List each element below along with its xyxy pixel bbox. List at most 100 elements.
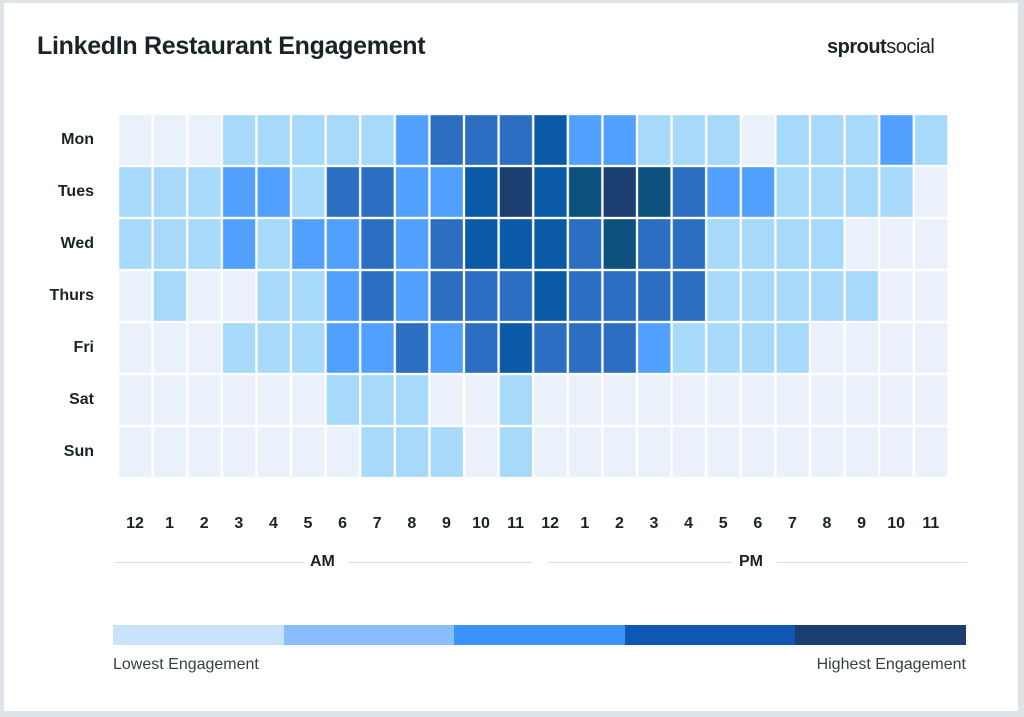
heatmap-cell-wed-0 (118, 218, 153, 270)
heatmap-cell-fri-0 (118, 322, 153, 374)
heatmap-cell-sun-1 (153, 426, 187, 478)
heatmap-cell-fri-16 (672, 322, 706, 374)
heatmap-cell-sun-14 (602, 426, 637, 478)
heatmap-cell-sun-12 (533, 426, 568, 478)
hour-label-3: 3 (234, 515, 244, 532)
heatmap-cell-thurs-13 (568, 270, 602, 322)
heatmap-cell-wed-3 (222, 218, 256, 270)
heatmap-cell-fri-10 (464, 322, 499, 374)
heatmap-cell-fri-4 (256, 322, 291, 374)
heatmap-cell-tues-16 (672, 166, 706, 218)
am-divider-left (114, 562, 304, 563)
legend-swatch-0 (113, 625, 284, 645)
heatmap-cell-fri-19 (775, 322, 810, 374)
hour-label-7: 7 (372, 515, 382, 532)
heatmap-cell-tues-2 (187, 166, 222, 218)
heatmap-cell-fri-14 (602, 322, 637, 374)
heatmap-cell-mon-8 (395, 114, 429, 166)
heatmap-cell-wed-8 (395, 218, 429, 270)
legend-color-scale (113, 625, 966, 645)
heatmap-cell-sun-0 (118, 426, 153, 478)
hour-label-20: 8 (822, 515, 832, 532)
pm-label: PM (733, 553, 769, 571)
day-label-tues: Tues (57, 183, 94, 200)
hour-label-13: 1 (580, 515, 590, 532)
heatmap-cell-tues-13 (568, 166, 602, 218)
heatmap-cell-thurs-11 (499, 270, 533, 322)
heatmap-cell-tues-14 (602, 166, 637, 218)
heatmap-cell-fri-22 (879, 322, 914, 374)
brand-logo-bold: sprout (827, 36, 887, 58)
heatmap-cell-mon-14 (602, 114, 637, 166)
heatmap-cell-sun-18 (741, 426, 775, 478)
heatmap-cell-mon-16 (672, 114, 706, 166)
heatmap-cell-sat-22 (879, 374, 914, 426)
heatmap-cell-thurs-4 (256, 270, 291, 322)
heatmap-cell-tues-23 (914, 166, 948, 218)
heatmap-cell-sat-12 (533, 374, 568, 426)
heatmap-cell-sun-17 (706, 426, 741, 478)
heatmap-cell-fri-5 (291, 322, 326, 374)
heatmap-cell-sun-8 (395, 426, 429, 478)
heatmap-cell-wed-12 (533, 218, 568, 270)
heatmap-cell-thurs-14 (602, 270, 637, 322)
legend-swatch-2 (454, 625, 625, 645)
heatmap-cell-wed-19 (775, 218, 810, 270)
heatmap-cell-thurs-9 (429, 270, 464, 322)
heatmap-cell-sun-19 (775, 426, 810, 478)
heatmap-cell-tues-22 (879, 166, 914, 218)
hour-label-5: 5 (303, 515, 313, 532)
heatmap-cell-thurs-17 (706, 270, 741, 322)
legend-swatch-1 (283, 625, 455, 645)
heatmap-cell-sat-14 (602, 374, 637, 426)
heatmap-cell-thurs-19 (775, 270, 810, 322)
heatmap-cell-tues-3 (222, 166, 256, 218)
heatmap-cell-wed-22 (879, 218, 914, 270)
heatmap-cell-wed-21 (845, 218, 879, 270)
heatmap-cell-fri-8 (395, 322, 429, 374)
heatmap-cell-wed-13 (568, 218, 602, 270)
heatmap-cell-tues-10 (464, 166, 499, 218)
heatmap-cell-sat-18 (741, 374, 775, 426)
hour-label-22: 10 (887, 515, 906, 532)
chart-title: LinkedIn Restaurant Engagement (37, 32, 426, 60)
heatmap-cell-sat-4 (256, 374, 291, 426)
legend-high-label: Highest Engagement (816, 656, 966, 673)
heatmap-cell-sun-2 (187, 426, 222, 478)
hour-label-14: 2 (614, 515, 624, 532)
heatmap-cell-mon-23 (914, 114, 948, 166)
heatmap-cell-mon-1 (153, 114, 187, 166)
day-label-mon: Mon (61, 131, 94, 148)
heatmap-cell-fri-1 (153, 322, 187, 374)
heatmap-cell-thurs-21 (845, 270, 879, 322)
heatmap-cell-sat-15 (637, 374, 672, 426)
heatmap-cell-mon-17 (706, 114, 741, 166)
heatmap-cell-mon-19 (775, 114, 810, 166)
hour-label-12: 12 (541, 515, 560, 532)
heatmap-cell-sun-13 (568, 426, 602, 478)
hour-label-18: 6 (753, 515, 763, 532)
heatmap-cell-fri-12 (533, 322, 568, 374)
heatmap-cell-mon-5 (291, 114, 326, 166)
heatmap-cell-fri-17 (706, 322, 741, 374)
heatmap-cell-wed-9 (429, 218, 464, 270)
heatmap-cell-sun-9 (429, 426, 464, 478)
heatmap-cell-mon-20 (810, 114, 845, 166)
heatmap-cell-sat-8 (395, 374, 429, 426)
heatmap-cell-sun-4 (256, 426, 291, 478)
heatmap-cell-sat-13 (568, 374, 602, 426)
heatmap-cell-sun-15 (637, 426, 672, 478)
heatmap-cell-mon-2 (187, 114, 222, 166)
heatmap-cell-tues-0 (118, 166, 153, 218)
heatmap-cell-sat-6 (326, 374, 360, 426)
heatmap-cell-fri-13 (568, 322, 602, 374)
heatmap-cell-wed-10 (464, 218, 499, 270)
heatmap-cell-thurs-0 (118, 270, 153, 322)
heatmap-cell-sat-1 (153, 374, 187, 426)
hour-label-0: 12 (126, 515, 144, 532)
heatmap-cell-wed-4 (256, 218, 291, 270)
heatmap-cell-wed-14 (602, 218, 637, 270)
heatmap-cell-fri-11 (499, 322, 533, 374)
heatmap-cell-mon-3 (222, 114, 256, 166)
heatmap-cell-wed-7 (360, 218, 395, 270)
